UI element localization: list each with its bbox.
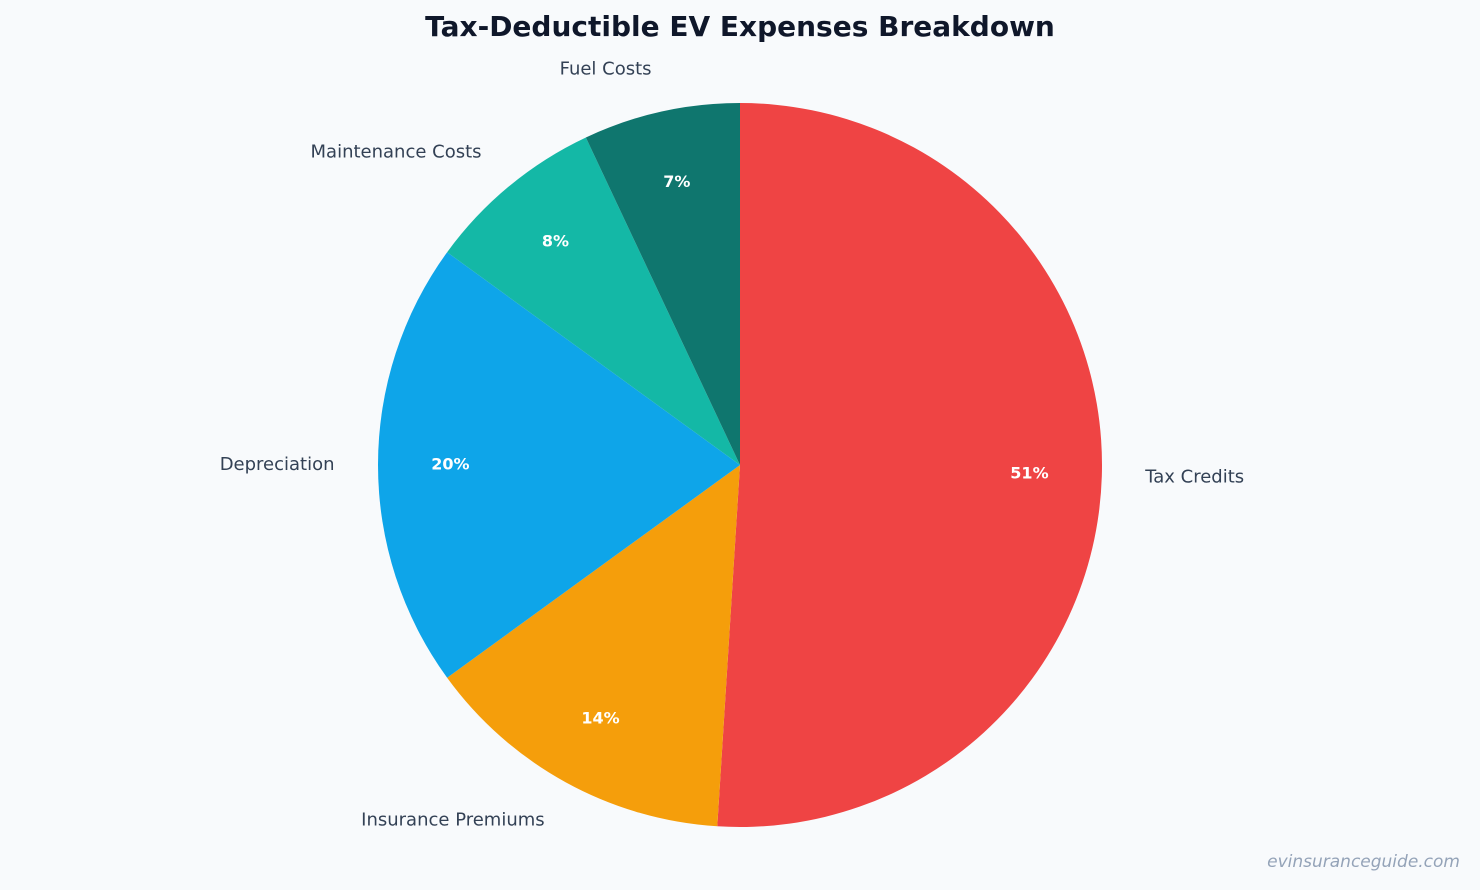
value-label: 7% — [663, 172, 690, 191]
value-label: 14% — [581, 708, 619, 727]
pie-slice — [447, 465, 740, 827]
pie-slice — [378, 252, 740, 678]
category-label: Tax Credits — [1144, 467, 1244, 488]
pie-slice — [447, 137, 740, 465]
value-label: 8% — [542, 231, 569, 250]
watermark: evinsuranceguide.com — [1267, 852, 1460, 872]
chart-title: Tax-Deductible EV Expenses Breakdown — [425, 10, 1055, 43]
category-label: Fuel Costs — [560, 58, 652, 79]
value-label: 20% — [431, 455, 469, 474]
pie-slice — [585, 103, 740, 465]
category-label: Maintenance Costs — [311, 142, 482, 163]
category-label: Insurance Premiums — [361, 809, 545, 830]
pie-slice — [717, 103, 1102, 827]
value-label: 51% — [1010, 464, 1048, 483]
category-label: Depreciation — [220, 454, 335, 475]
